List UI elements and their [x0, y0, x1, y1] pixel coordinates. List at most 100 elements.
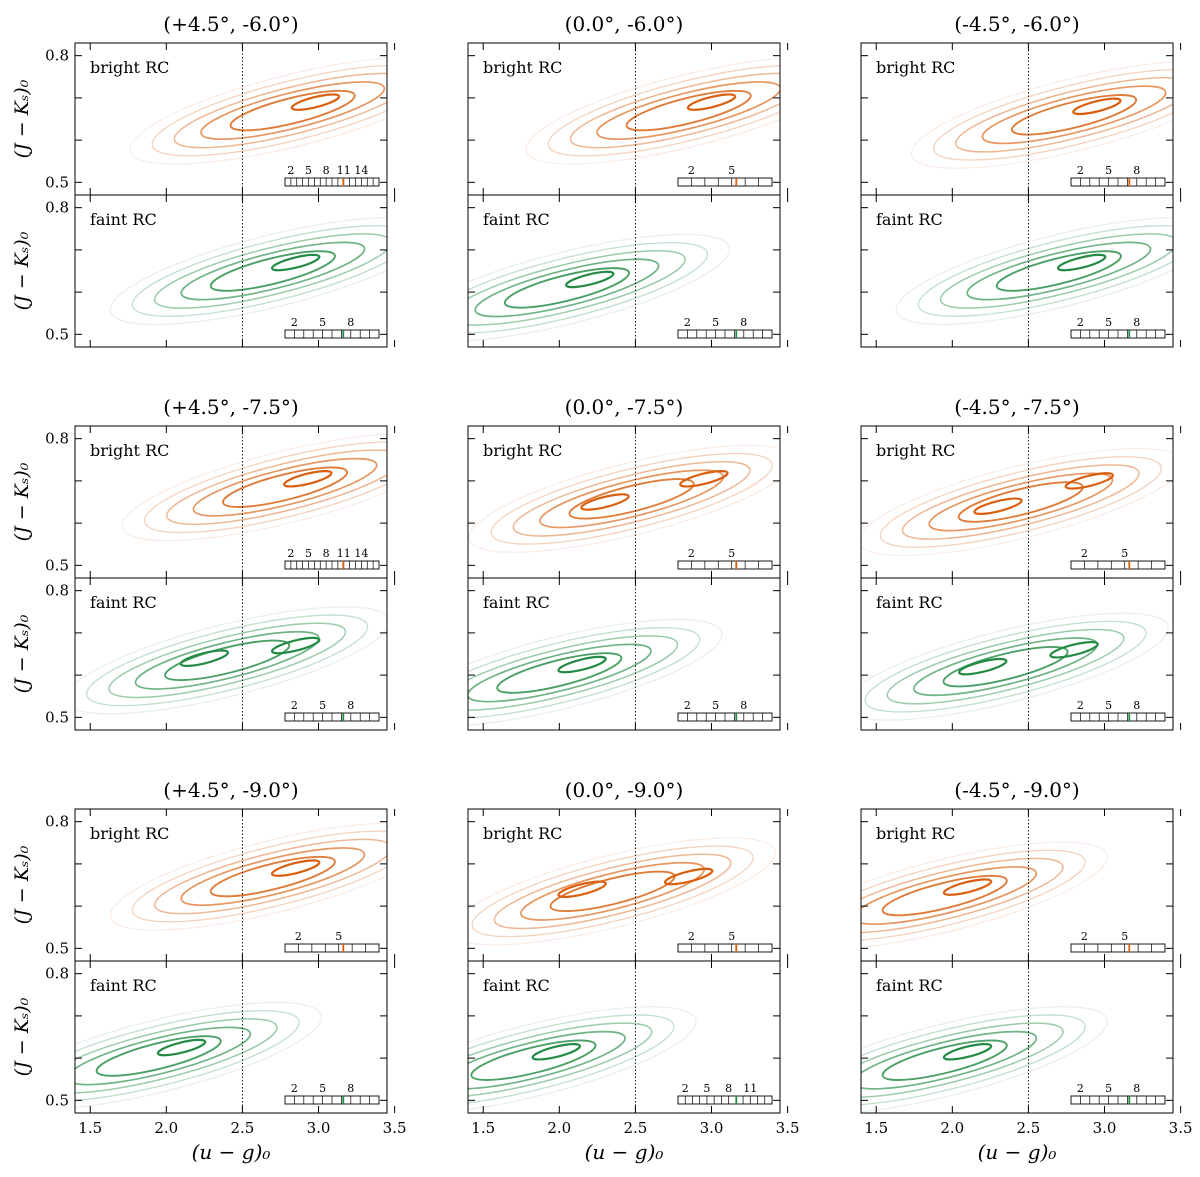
bright-contours — [525, 56, 780, 165]
y-tick-label: 0.8 — [45, 47, 69, 65]
bright-contours — [121, 433, 387, 542]
contour-level — [468, 1014, 675, 1107]
contour-level — [901, 464, 1140, 540]
contour-level — [95, 1035, 222, 1077]
contour-peak — [557, 655, 607, 674]
contour-level — [569, 72, 780, 149]
inset-scale-bar: 2 5 8 — [284, 316, 380, 339]
contour-level — [164, 639, 291, 682]
x-tick-label: 2.5 — [1016, 1119, 1040, 1137]
faint-label: faint RC — [483, 210, 550, 229]
x-tick-label: 2.0 — [940, 1119, 964, 1137]
subplot-title: (0.0°, -9.0°) — [565, 778, 684, 802]
faint-contours — [75, 606, 387, 715]
contour-level — [109, 822, 387, 931]
inset-scale-bar: 2 5 8 — [284, 1082, 380, 1105]
contour-level — [474, 258, 660, 318]
scale-bar-label: 8 — [740, 316, 747, 329]
contour-peak — [156, 1038, 207, 1057]
scale-bar-label: 8 — [347, 699, 354, 712]
scale-bar-label: 2 — [1081, 930, 1088, 943]
contour-level — [881, 1039, 1008, 1081]
inset-scale-bar: 2 5 8 — [1070, 1082, 1166, 1105]
contour-level — [468, 627, 701, 719]
contour-peak — [283, 469, 333, 488]
contour-level — [180, 241, 366, 301]
contour-level — [153, 233, 387, 309]
contour-level — [75, 1018, 278, 1094]
contour-level — [568, 478, 695, 520]
contour-level — [75, 1026, 252, 1086]
contour-peak — [270, 636, 321, 655]
contour-level — [180, 847, 366, 907]
contour-level — [881, 874, 1008, 917]
scale-bar-label: 8 — [1133, 316, 1140, 329]
y-axis-label: (J − Kₛ)₀ — [11, 997, 33, 1076]
contour-level — [861, 1006, 1108, 1113]
faint-label: faint RC — [90, 593, 157, 612]
subplot: (-4.5°, -6.0°) bright RC 2 5 8 faint RC 2 5 8 — [860, 12, 1182, 348]
panel-frame — [467, 577, 781, 731]
x-axis-label: (u − g)₀ — [192, 1140, 271, 1164]
contour-level — [75, 1001, 322, 1111]
contour-level — [966, 241, 1152, 301]
panel-frame — [74, 960, 388, 1114]
contour-level — [134, 630, 320, 690]
y-tick-label: 0.5 — [45, 556, 69, 574]
y-tick-label: 0.5 — [45, 1091, 69, 1109]
contour-peak — [686, 93, 737, 111]
scale-bar-label: 5 — [335, 930, 342, 943]
contour-level — [886, 628, 1125, 705]
faint-panel: 1.5 2.0 2.5 3.0 3.5 faint RC 2 5 8 — [860, 960, 1193, 1137]
bright-panel: 0.5 0.8 bright RC 2 5 8 11 14 — [45, 425, 396, 579]
contour-level — [895, 216, 1173, 326]
scale-bar-label: 11 — [337, 547, 351, 560]
panel-frame — [860, 960, 1174, 1114]
faint-panel: 0.5 0.8 faint RC 2 5 8 — [45, 577, 396, 731]
bright-label: bright RC — [90, 58, 169, 77]
contour-level — [166, 449, 387, 526]
contour-level — [468, 837, 776, 946]
contour-level — [209, 855, 336, 898]
x-tick-label: 3.5 — [776, 1119, 800, 1137]
scale-bar-label: 5 — [703, 1082, 710, 1095]
faint-label: faint RC — [483, 976, 550, 995]
faint-label: faint RC — [876, 210, 943, 229]
scale-bar-label: 5 — [1105, 1082, 1112, 1095]
contour-level — [861, 841, 1108, 950]
faint-panel: faint RC 2 5 8 — [467, 577, 789, 731]
bright-panel: bright RC2 5 — [467, 42, 789, 196]
scale-bar-label: 2 — [291, 1082, 298, 1095]
faint-contours — [109, 216, 387, 326]
inset-scale-bar: 2 5 8 — [1070, 699, 1166, 722]
contour-level — [520, 861, 706, 921]
scale-bar-label: 5 — [305, 164, 312, 177]
bright-label: bright RC — [876, 58, 955, 77]
subplot-title: (-4.5°, -7.5°) — [954, 395, 1079, 419]
contour-level — [981, 85, 1167, 145]
scale-bar-label: 8 — [323, 164, 330, 177]
contour-level — [468, 1006, 697, 1113]
panel-frame — [860, 194, 1174, 348]
scale-bar-frame — [1070, 560, 1166, 570]
contour-level — [468, 635, 679, 711]
contour-level — [547, 64, 780, 157]
y-tick-label: 0.8 — [45, 582, 69, 600]
panel-frame — [860, 577, 1174, 731]
contour-level — [861, 1014, 1086, 1107]
bright-contours — [468, 444, 780, 553]
contour-level — [121, 433, 387, 542]
contour-peak — [973, 497, 1023, 516]
contour-level — [879, 456, 1162, 548]
bright-panel: bright RC2 5 — [860, 808, 1182, 962]
faint-panel: faint RC 2 5 8 — [467, 194, 789, 348]
scale-bar-label: 5 — [712, 316, 719, 329]
inset-scale-bar: 2 5 8 11 14 — [284, 547, 380, 570]
x-tick-label: 3.0 — [1093, 1119, 1117, 1137]
scale-bar-label: 2 — [291, 699, 298, 712]
contour-peak — [663, 867, 714, 886]
contour-peak — [564, 270, 615, 289]
subplot: (0.0°, -9.0°)bright RC2 51.5 2.0 2.5 3.0 3.5f… — [467, 778, 800, 1164]
scale-bar-label: 8 — [347, 316, 354, 329]
